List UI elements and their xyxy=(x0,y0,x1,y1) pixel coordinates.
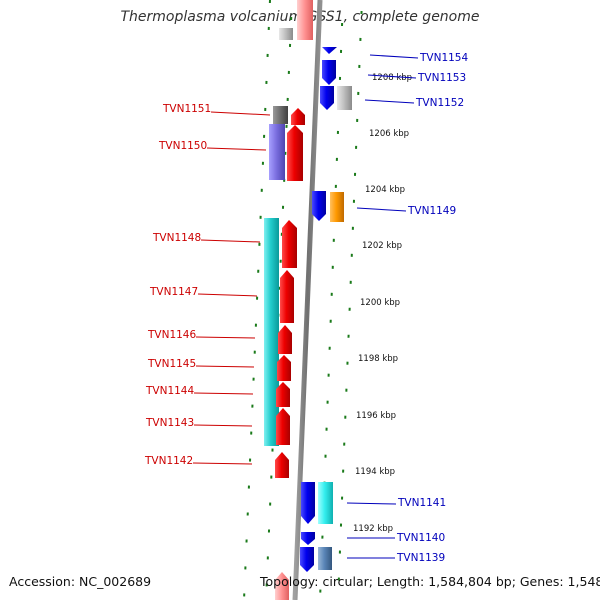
leader-line xyxy=(195,365,255,368)
gene-top-pink xyxy=(297,0,313,40)
gene-tvn1151-dark xyxy=(273,106,288,124)
leader-line xyxy=(210,111,271,116)
left-inner-guide xyxy=(265,0,293,600)
topology-text: Topology: circular; Length: 1,584,804 bp… xyxy=(260,574,600,589)
gene-label-tvn1154: TVN1154 xyxy=(419,52,468,64)
gene-label-tvn1152: TVN1152 xyxy=(415,97,464,109)
kbp-label: 1208 kbp xyxy=(372,73,412,83)
kbp-label: 1204 kbp xyxy=(365,185,405,195)
gene-tvn1147 xyxy=(280,270,294,323)
kbp-label: 1196 kbp xyxy=(356,411,396,421)
right-gene-labels: TVN1154 TVN1153 TVN1152 TVN1149 TVN1141 … xyxy=(396,52,468,564)
gene-tvn1141 xyxy=(301,482,315,524)
gene-label-tvn1151: TVN1151 xyxy=(162,103,211,115)
gene-label-tvn1145: TVN1145 xyxy=(147,358,196,370)
leader-line xyxy=(193,392,254,395)
leader-line xyxy=(364,99,415,104)
gene-tvn1152-gray xyxy=(337,86,352,110)
gene-tvn1152 xyxy=(320,86,334,110)
leader-line xyxy=(206,147,267,151)
gene-tvn1139-steel xyxy=(318,547,332,570)
right-leaders xyxy=(346,54,419,559)
kbp-label: 1194 kbp xyxy=(355,467,395,477)
gene-top-gray xyxy=(279,28,293,40)
gene-tvn1149 xyxy=(312,191,326,221)
gene-label-tvn1149: TVN1149 xyxy=(407,205,456,217)
accession-text: Accession: NC_002689 xyxy=(9,574,152,589)
genome-backbone xyxy=(292,0,323,600)
kbp-label: 1192 kbp xyxy=(353,524,393,534)
kbp-label: 1202 kbp xyxy=(362,241,402,251)
leader-line xyxy=(346,502,397,505)
gene-tvn1142 xyxy=(275,452,289,478)
gene-label-tvn1146: TVN1146 xyxy=(147,329,196,341)
leader-line xyxy=(195,336,256,339)
gene-label-tvn1139: TVN1139 xyxy=(396,552,445,564)
gene-label-tvn1148: TVN1148 xyxy=(152,232,201,244)
leader-line xyxy=(193,424,253,427)
leader-line xyxy=(367,74,417,79)
gene-bottom-pink xyxy=(275,572,289,600)
kbp-label: 1206 kbp xyxy=(369,129,409,139)
left-leaders xyxy=(192,111,271,465)
gene-tvn1148 xyxy=(282,220,297,268)
gene-label-tvn1143: TVN1143 xyxy=(145,417,194,429)
leader-line xyxy=(197,293,258,297)
gene-tvn1140 xyxy=(301,532,315,545)
gene-tvn1150-purple xyxy=(269,124,285,180)
scale-ticks: 1208 kbp 1206 kbp 1204 kbp 1202 kbp 1200… xyxy=(353,73,412,534)
gene-tvn1143 xyxy=(276,408,290,445)
kbp-label: 1200 kbp xyxy=(360,298,400,308)
gene-tvn1141-aqua xyxy=(318,482,333,524)
gene-tvn1144 xyxy=(276,382,290,407)
gene-tvn1151 xyxy=(291,108,305,125)
leader-line xyxy=(356,207,407,212)
gene-label-tvn1150: TVN1150 xyxy=(158,140,207,152)
gene-tvn1146 xyxy=(278,325,292,354)
gene-label-tvn1147: TVN1147 xyxy=(149,286,198,298)
gene-tvn1139 xyxy=(300,547,314,572)
gene-tvn1153 xyxy=(322,60,336,85)
leader-line xyxy=(200,239,261,243)
gene-label-tvn1142: TVN1142 xyxy=(144,455,193,467)
gene-label-tvn1140: TVN1140 xyxy=(396,532,445,544)
gene-tvn1150 xyxy=(287,125,303,181)
leader-line xyxy=(192,462,253,465)
leader-line xyxy=(369,54,419,59)
gene-label-tvn1141: TVN1141 xyxy=(397,497,446,509)
gene-tvn1149-orange xyxy=(330,192,344,222)
gene-tvn1148-cyan xyxy=(264,218,279,446)
left-gene-labels: TVN1151 TVN1150 TVN1148 TVN1147 TVN1146 … xyxy=(144,103,211,467)
gene-tvn1154 xyxy=(322,47,337,54)
gene-label-tvn1153: TVN1153 xyxy=(417,72,466,84)
gene-label-tvn1144: TVN1144 xyxy=(145,385,194,397)
kbp-label: 1198 kbp xyxy=(358,354,398,364)
gene-tvn1145 xyxy=(277,355,291,381)
